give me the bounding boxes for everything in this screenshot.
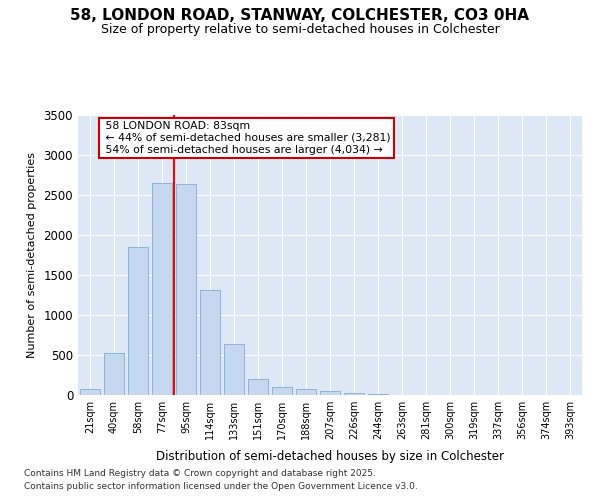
Bar — [80, 390, 100, 395]
Text: 58, LONDON ROAD, STANWAY, COLCHESTER, CO3 0HA: 58, LONDON ROAD, STANWAY, COLCHESTER, CO… — [71, 8, 530, 22]
Bar — [176, 184, 196, 395]
Bar — [200, 290, 220, 395]
Text: Size of property relative to semi-detached houses in Colchester: Size of property relative to semi-detach… — [101, 22, 499, 36]
Bar — [344, 392, 364, 395]
Text: Contains HM Land Registry data © Crown copyright and database right 2025.: Contains HM Land Registry data © Crown c… — [24, 468, 376, 477]
Bar — [224, 344, 244, 395]
Text: Contains public sector information licensed under the Open Government Licence v3: Contains public sector information licen… — [24, 482, 418, 491]
Bar — [272, 387, 292, 395]
X-axis label: Distribution of semi-detached houses by size in Colchester: Distribution of semi-detached houses by … — [156, 450, 504, 464]
Bar — [104, 352, 124, 395]
Bar — [152, 183, 172, 395]
Y-axis label: Number of semi-detached properties: Number of semi-detached properties — [26, 152, 37, 358]
Bar — [248, 379, 268, 395]
Text: 58 LONDON ROAD: 83sqm
 ← 44% of semi-detached houses are smaller (3,281)
 54% of: 58 LONDON ROAD: 83sqm ← 44% of semi-deta… — [102, 122, 391, 154]
Bar — [320, 391, 340, 395]
Bar — [368, 394, 388, 395]
Bar — [128, 247, 148, 395]
Bar — [296, 390, 316, 395]
